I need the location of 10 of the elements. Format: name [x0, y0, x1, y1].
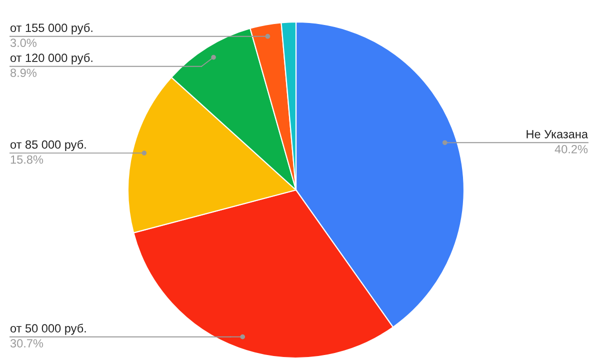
data-label: 40.2% — [554, 144, 588, 154]
slice-label: от 85 000 руб. — [10, 140, 86, 152]
slice-label: от 155 000 руб. — [10, 23, 92, 34]
slice-label: Не Указана — [526, 130, 588, 138]
data-label: 15.8% — [10, 155, 44, 164]
slice-label: от 50 000 руб. — [10, 324, 86, 335]
data-label: 3.0% — [10, 38, 36, 48]
data-label: 30.7% — [10, 339, 44, 348]
data-label: 8.9% — [10, 68, 36, 78]
slice-label: от 120 000 руб. — [10, 53, 92, 64]
